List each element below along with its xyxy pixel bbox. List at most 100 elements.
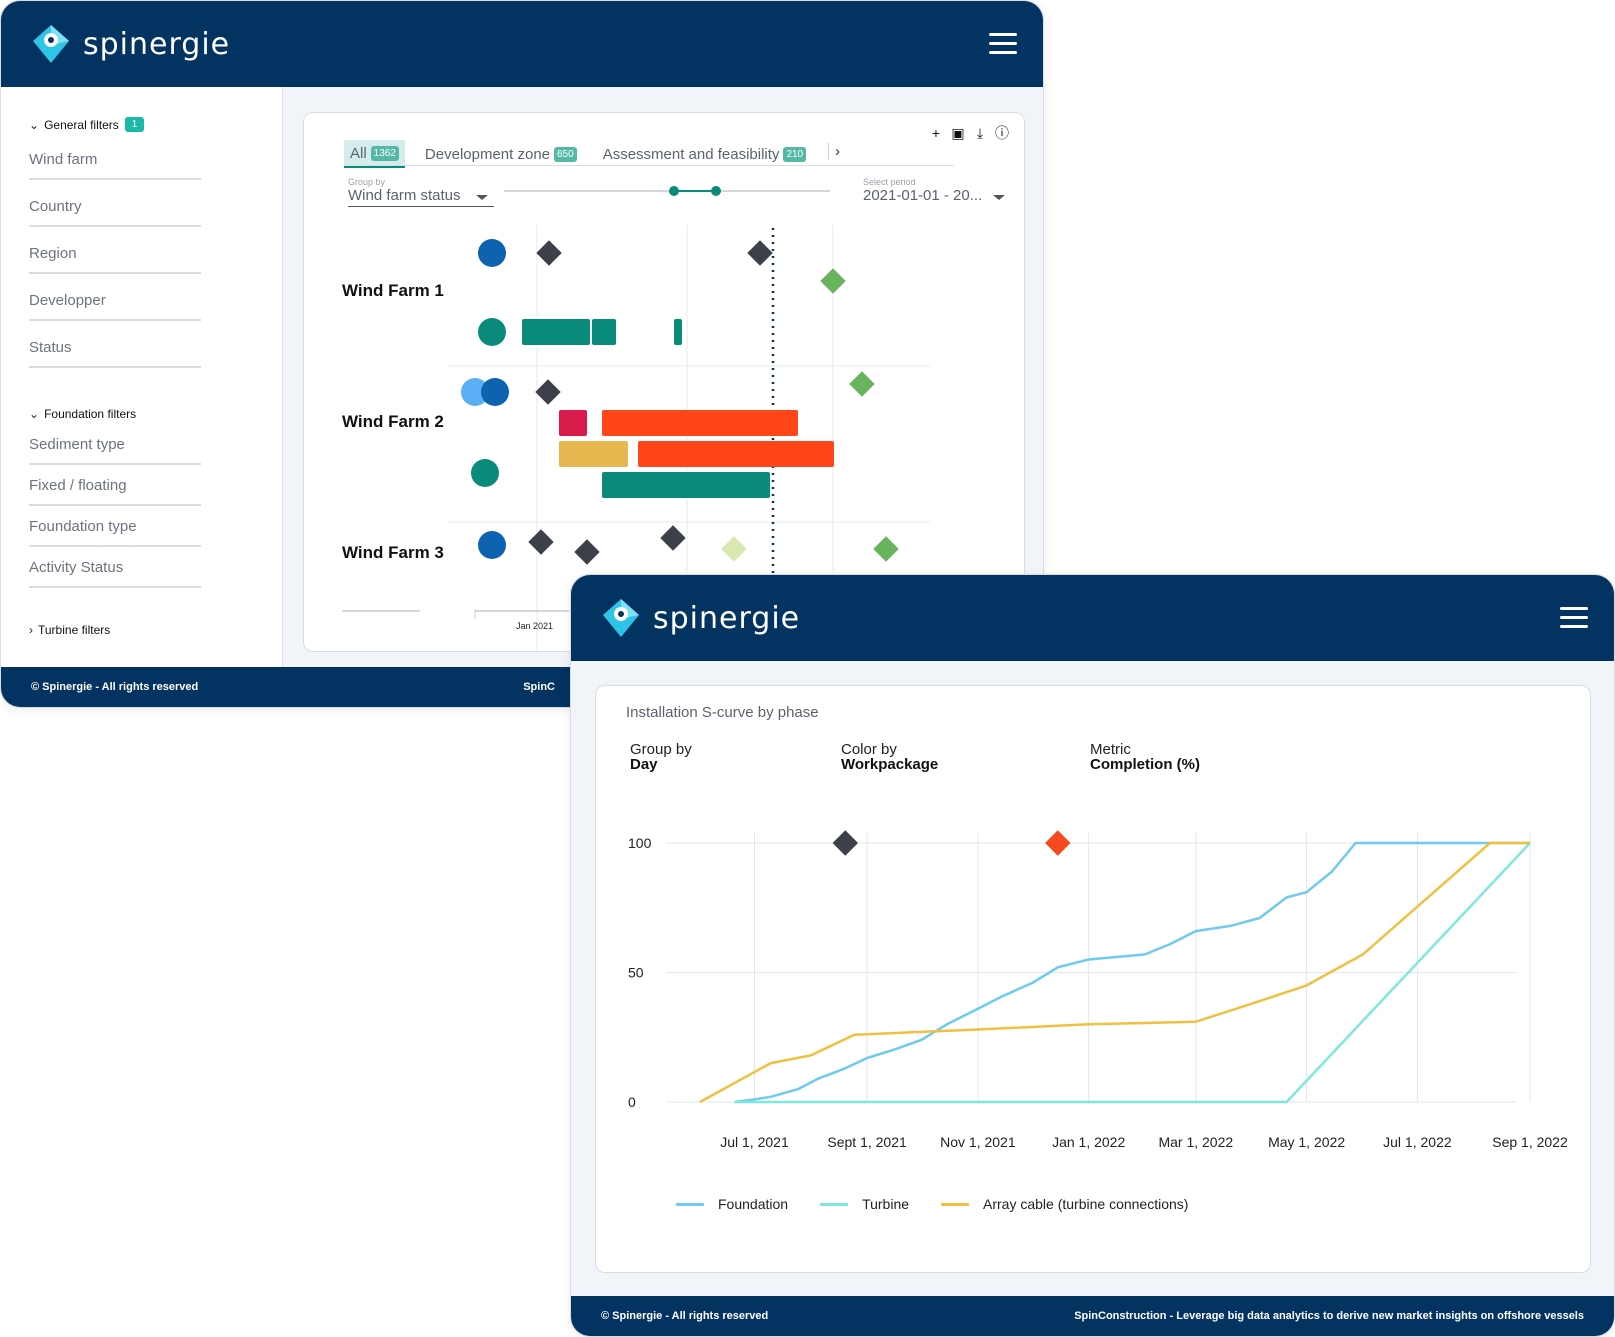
slider-handle-start[interactable] — [669, 186, 679, 196]
app-header: spinergie — [1, 1, 1043, 87]
tab-assessment-feasibility[interactable]: Assessment and feasibility 210 — [597, 140, 812, 168]
filter-sediment-type[interactable]: Sediment type — [29, 436, 201, 465]
gantt-bar[interactable] — [674, 319, 682, 345]
legend-item[interactable]: Foundation — [676, 1196, 788, 1212]
color-by-control[interactable]: Color by Workpackage — [841, 742, 938, 772]
filter-region[interactable]: Region — [29, 245, 201, 274]
tab-count-badge: 210 — [783, 146, 807, 162]
milestone-dot[interactable] — [478, 318, 506, 346]
legend-item[interactable]: Array cable (turbine connections) — [941, 1196, 1188, 1212]
logo[interactable]: spinergie — [29, 21, 230, 67]
tab-development-zone[interactable]: Development zone 650 — [419, 140, 583, 168]
control-value: Completion (%) — [1090, 756, 1200, 773]
slider-handle-end[interactable] — [711, 186, 721, 196]
milestone-diamond[interactable] — [528, 529, 554, 555]
y-tick-label: 50 — [628, 965, 644, 981]
milestone-dot[interactable] — [478, 239, 506, 267]
tab-count-badge: 1362 — [370, 145, 399, 161]
filter-activity-status[interactable]: Activity Status — [29, 559, 201, 588]
tab-all[interactable]: All 1362 — [344, 140, 405, 168]
app-header: spinergie — [571, 575, 1614, 661]
group-by-label: Group by — [348, 177, 386, 187]
chevron-down-icon: ⌄ — [29, 117, 40, 132]
milestone-diamond[interactable] — [721, 536, 747, 562]
gantt-bar[interactable] — [559, 410, 587, 436]
spinergie-logo-icon — [33, 25, 69, 63]
milestone-diamond[interactable] — [574, 539, 600, 565]
gantt-bar[interactable] — [638, 441, 834, 467]
chart-title: Installation S-curve by phase — [626, 704, 819, 721]
tab-label: All — [350, 144, 367, 162]
hamburger-menu-icon[interactable] — [1560, 607, 1588, 629]
filter-count-badge: 1 — [124, 117, 145, 132]
milestone-diamond — [1045, 830, 1071, 856]
filter-wind-farm[interactable]: Wind farm — [29, 151, 201, 180]
gantt-bar[interactable] — [592, 319, 616, 345]
footer-tagline: SpinConstruction - Leverage big data ana… — [1074, 1310, 1584, 1322]
milestone-diamond[interactable] — [747, 240, 773, 266]
tab-bar: All 1362 Development zone 650 Assessment… — [344, 139, 826, 169]
milestone-diamond[interactable] — [820, 268, 846, 294]
x-tick-label: Sept 1, 2021 — [827, 1134, 907, 1150]
tabs-next-chevron-icon[interactable]: › — [828, 143, 840, 160]
filter-fixed-floating[interactable]: Fixed / floating — [29, 477, 201, 506]
info-icon[interactable]: ⓘ — [995, 125, 1009, 141]
tab-label: Development zone — [424, 145, 550, 163]
hamburger-menu-icon[interactable] — [989, 33, 1017, 55]
turbine-filters-label: Turbine filters — [38, 623, 111, 637]
gantt-bar[interactable] — [522, 319, 590, 345]
milestone-diamond[interactable] — [873, 536, 899, 562]
gantt-bar[interactable] — [602, 410, 798, 436]
milestone-diamond[interactable] — [849, 371, 875, 397]
panel-toolbar: + ▣ ⤓ ⓘ — [928, 123, 1010, 143]
control-label: Group by — [630, 741, 692, 758]
brand-name: spinergie — [83, 26, 231, 62]
milestone-diamond[interactable] — [535, 379, 561, 405]
filter-developper[interactable]: Developper — [29, 292, 201, 321]
x-tick-label: Jul 1, 2021 — [720, 1134, 789, 1150]
group-by-control[interactable]: Group by Day — [630, 742, 692, 772]
spinergie-logo-icon — [603, 599, 639, 637]
filter-country[interactable]: Country — [29, 198, 201, 227]
legend-item[interactable]: Turbine — [820, 1196, 909, 1212]
legend-label: Foundation — [718, 1196, 789, 1212]
brand-name: spinergie — [653, 600, 801, 636]
milestone-diamond[interactable] — [660, 525, 686, 551]
x-tick-label: Mar 1, 2022 — [1158, 1134, 1233, 1150]
filter-status[interactable]: Status — [29, 339, 201, 368]
download-icon[interactable]: ⤓ — [976, 124, 984, 141]
legend-label: Array cable (turbine connections) — [983, 1196, 1189, 1212]
gantt-window: spinergie ⌄ General filters 1 Wind farm … — [0, 0, 1044, 708]
milestone-diamond[interactable] — [536, 240, 562, 266]
tab-count-badge: 650 — [554, 146, 577, 162]
foundation-filters-label: Foundation filters — [44, 407, 137, 421]
control-value: Workpackage — [841, 756, 939, 773]
farm-label: Wind Farm 2 — [342, 412, 444, 431]
series-line — [734, 841, 1530, 1104]
turbine-filters-toggle[interactable]: › Turbine filters — [29, 623, 110, 637]
gantt-bar[interactable] — [559, 441, 628, 467]
gantt-chart: Jan 2021 — [342, 225, 930, 651]
plus-icon[interactable]: + — [931, 125, 941, 141]
control-label: Color by — [841, 741, 897, 758]
milestone-dot[interactable] — [471, 459, 499, 487]
x-tick-label: Sep 1, 2022 — [1492, 1134, 1568, 1150]
period-slider[interactable] — [504, 183, 834, 203]
gantt-bar[interactable] — [602, 472, 770, 498]
period-select[interactable]: 2021-01-01 - 20... — [863, 187, 1009, 204]
general-filters-toggle[interactable]: ⌄ General filters 1 — [29, 117, 145, 132]
gantt-panel: + ▣ ⤓ ⓘ All 1362 Development zone 650 As… — [303, 112, 1025, 652]
legend-swatch — [941, 1202, 970, 1206]
group-by-select[interactable]: Wind farm status — [348, 187, 494, 207]
logo[interactable]: spinergie — [599, 595, 800, 641]
milestone-dot[interactable] — [481, 378, 509, 406]
metric-control[interactable]: Metric Completion (%) — [1090, 742, 1200, 772]
image-icon[interactable]: ▣ — [951, 124, 965, 141]
milestone-dot[interactable] — [478, 531, 506, 559]
y-tick-label: 100 — [628, 835, 652, 851]
foundation-filters-toggle[interactable]: ⌄ Foundation filters — [29, 407, 136, 421]
filter-foundation-type[interactable]: Foundation type — [29, 518, 201, 547]
filters-sidebar: ⌄ General filters 1 Wind farm Country Re… — [1, 87, 283, 667]
scurve-window: spinergie Installation S-curve by phase … — [570, 574, 1615, 1337]
milestone-dot[interactable] — [461, 378, 489, 406]
